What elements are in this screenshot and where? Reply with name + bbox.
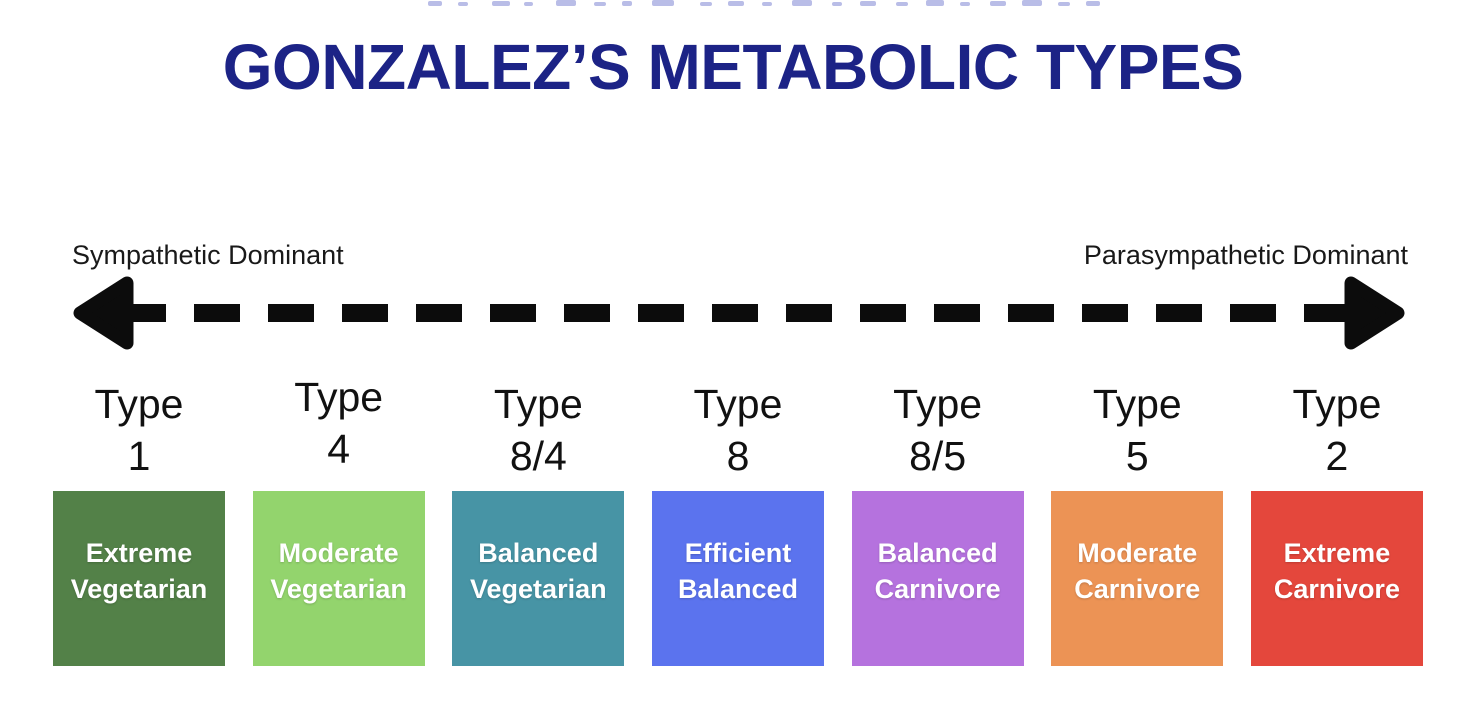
type-name-line2: Vegetarian <box>270 573 407 604</box>
arrow-right-head <box>1344 276 1405 350</box>
type-column: Type 4 Moderate Vegetarian <box>252 374 425 667</box>
type-name-line2: Balanced <box>677 573 798 604</box>
type-word: Type <box>294 374 384 420</box>
type-name-line1: Extreme <box>85 538 193 569</box>
type-box: Balanced Vegetarian <box>452 491 625 667</box>
type-name-line1: Efficient <box>684 538 792 569</box>
type-column: Type 8/5 Balanced Carnivore <box>851 378 1024 667</box>
type-number: 8/5 <box>909 433 967 480</box>
double-headed-dashed-arrow <box>73 276 1405 350</box>
type-column: Type 1 Extreme Vegetarian <box>53 378 225 667</box>
type-name-line1: Extreme <box>1283 538 1391 569</box>
type-number: 8/4 <box>509 433 567 480</box>
type-word: Type <box>1292 381 1382 427</box>
type-name-line2: Carnivore <box>874 573 1001 604</box>
spectrum-axis-labels: Sympathetic Dominant Parasympathetic Dom… <box>72 240 1408 271</box>
type-name: Extreme Carnivore <box>1274 536 1400 607</box>
type-number: 2 <box>1325 433 1349 480</box>
type-label: Type 1 <box>53 378 225 482</box>
type-word: Type <box>94 381 184 427</box>
type-name: Balanced Carnivore <box>875 536 1001 607</box>
type-word: Type <box>693 381 783 427</box>
types-row: Type 1 Extreme Vegetarian Type 4 Moderate Veget… <box>53 374 1423 667</box>
type-label: Type 5 <box>1051 378 1223 482</box>
type-box: Extreme Vegetarian <box>53 491 225 667</box>
type-name: Moderate Carnivore <box>1074 536 1200 607</box>
type-number: 1 <box>127 433 151 480</box>
type-name: Balanced Vegetarian <box>470 536 607 607</box>
type-name-line1: Moderate <box>1077 538 1198 569</box>
page-title: GONZALEZ’S METABOLIC TYPES <box>222 31 1244 103</box>
type-column: Type 8 Efficient Balanced <box>651 378 824 667</box>
type-label: Type 8 <box>652 378 824 482</box>
type-name: Efficient Balanced <box>678 536 798 607</box>
type-name-line1: Balanced <box>877 538 998 569</box>
type-number: 8 <box>726 433 750 480</box>
type-word: Type <box>1092 381 1182 427</box>
type-label: Type 2 <box>1251 378 1423 482</box>
type-name-line2: Carnivore <box>1074 573 1201 604</box>
type-column: Type 8/4 Balanced Vegetarian <box>452 378 625 667</box>
type-column: Type 2 Extreme Carnivore <box>1250 378 1423 667</box>
sympathetic-dominant-label: Sympathetic Dominant <box>72 240 344 270</box>
type-name: Extreme Vegetarian <box>71 536 208 607</box>
type-number: 5 <box>1125 433 1149 480</box>
type-box: Efficient Balanced <box>651 491 824 667</box>
type-box: Moderate Vegetarian <box>252 491 425 667</box>
type-name-line2: Vegetarian <box>70 573 208 604</box>
type-column: Type 5 Moderate Carnivore <box>1051 378 1224 667</box>
arrow-left-head <box>73 276 134 350</box>
type-name-line1: Balanced <box>478 538 599 569</box>
type-box: Moderate Carnivore <box>1051 491 1224 667</box>
parasympathetic-dominant-label: Parasympathetic Dominant <box>1083 240 1408 270</box>
type-box: Extreme Carnivore <box>1250 491 1423 667</box>
type-name-line1: Moderate <box>278 538 399 569</box>
type-number: 4 <box>327 426 351 473</box>
type-word: Type <box>493 381 583 427</box>
type-name-line2: Carnivore <box>1273 573 1400 604</box>
type-name-line2: Vegetarian <box>470 573 607 604</box>
type-word: Type <box>893 381 983 427</box>
type-name: Moderate Vegetarian <box>270 536 407 607</box>
type-label: Type 8/5 <box>852 378 1024 482</box>
type-box: Balanced Carnivore <box>851 491 1024 667</box>
type-label: Type 8/4 <box>452 378 624 482</box>
type-label: Type 4 <box>253 371 425 475</box>
cropped-text-fragments <box>428 0 1100 6</box>
